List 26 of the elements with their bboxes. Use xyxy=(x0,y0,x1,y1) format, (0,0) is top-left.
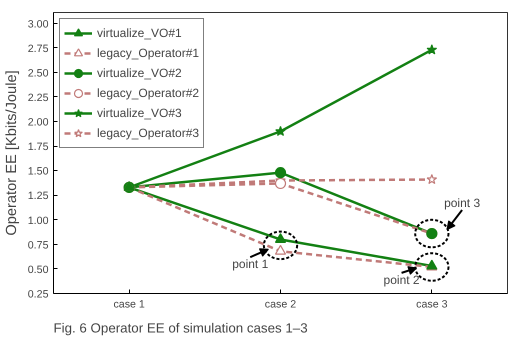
y-tick-label: 1.50 xyxy=(28,166,49,178)
y-axis-title: Operator EE [Kbits/Joule] xyxy=(4,70,20,236)
y-tick-label: 0.50 xyxy=(28,264,49,276)
y-tick-label: 1.00 xyxy=(28,214,49,227)
legend-label: legacy_Operator#2 xyxy=(97,86,200,100)
legend-label: virtualize_VO#2 xyxy=(97,66,182,80)
x-tick-label: case 3 xyxy=(416,298,448,310)
legend-label: legacy_Operator#3 xyxy=(97,126,200,140)
y-tick-label: 2.25 xyxy=(28,92,49,104)
x-tick-label: case 1 xyxy=(113,298,145,310)
y-tick-label: 3.00 xyxy=(28,18,49,30)
annotation: point 2 xyxy=(384,272,420,287)
legend-label: virtualize_VO#1 xyxy=(97,26,182,40)
caption: Fig. 6 Operator EE of simulation cases 1–3 xyxy=(54,320,308,336)
legend-label: legacy_Operator#1 xyxy=(97,46,200,60)
y-tick-label: 1.25 xyxy=(28,190,49,202)
legend-label: virtualize_VO#3 xyxy=(97,106,182,120)
y-tick-label: 0.25 xyxy=(28,288,49,300)
annotation: point 1 xyxy=(232,257,269,272)
annotation: point 3 xyxy=(444,196,480,210)
y-tick-label: 0.75 xyxy=(28,239,49,252)
x-tick-label: case 2 xyxy=(264,298,296,310)
y-tick-label: 2.50 xyxy=(28,67,49,80)
y-tick-label: 1.75 xyxy=(28,141,49,154)
y-tick-label: 2.00 xyxy=(28,116,49,129)
y-tick-label: 2.75 xyxy=(28,42,49,55)
